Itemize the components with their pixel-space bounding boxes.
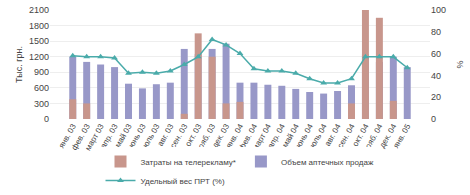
svg-text:апр. 04: апр. 04	[266, 122, 287, 150]
svg-text:май 04: май 04	[280, 122, 301, 149]
svg-text:80: 80	[431, 27, 441, 37]
svg-text:нояб. 03: нояб. 03	[194, 122, 218, 154]
svg-text:март 03: март 03	[83, 122, 106, 153]
svg-text:1500: 1500	[29, 36, 49, 46]
svg-text:авг. 03: авг. 03	[156, 122, 176, 148]
svg-text:40: 40	[431, 71, 441, 81]
svg-text:фев. 03: фев. 03	[70, 122, 92, 152]
svg-text:дек. 03: дек. 03	[210, 122, 231, 149]
svg-text:100: 100	[431, 5, 446, 15]
svg-text:янв. 03: янв. 03	[57, 122, 78, 150]
svg-text:июль 04: июль 04	[305, 122, 329, 154]
svg-text:июнь 04: июнь 04	[292, 122, 315, 154]
svg-text:0: 0	[431, 114, 436, 124]
svg-text:20: 20	[431, 92, 441, 102]
svg-text:март 04: март 04	[250, 122, 274, 153]
svg-text:2100: 2100	[29, 5, 49, 15]
svg-text:авг. 04: авг. 04	[323, 122, 343, 148]
svg-text:300: 300	[34, 99, 49, 109]
svg-text:600: 600	[34, 83, 49, 93]
svg-text:янв. 05: янв. 05	[391, 122, 412, 150]
svg-text:июнь 03: июнь 03	[124, 122, 148, 154]
svg-text:Удельный вес ПРТ (%): Удельный вес ПРТ (%)	[141, 177, 225, 186]
svg-text:дек. 04: дек. 04	[378, 122, 399, 149]
svg-text:фев. 04: фев. 04	[237, 122, 260, 152]
svg-text:900: 900	[34, 67, 49, 77]
svg-text:окт. 04: окт. 04	[351, 122, 371, 148]
svg-text:апр. 03: апр. 03	[99, 122, 120, 150]
svg-text:сен. 04: сен. 04	[336, 122, 357, 150]
svg-text:Объем аптечных продаж: Объем аптечных продаж	[281, 158, 374, 167]
svg-text:окт. 03: окт. 03	[184, 122, 204, 148]
svg-text:нояб. 04: нояб. 04	[361, 122, 385, 154]
svg-text:янв. 04: янв. 04	[224, 122, 245, 150]
svg-text:сен. 03: сен. 03	[169, 122, 190, 150]
svg-text:%: %	[455, 60, 465, 68]
svg-text:Затраты на телерекламу*: Затраты на телерекламу*	[141, 158, 236, 167]
svg-text:1200: 1200	[29, 52, 49, 62]
svg-text:июль 03: июль 03	[138, 122, 162, 154]
svg-text:Тыс. грн.: Тыс. грн.	[14, 46, 24, 83]
svg-text:1800: 1800	[29, 21, 49, 31]
svg-text:60: 60	[431, 49, 441, 59]
svg-text:0: 0	[44, 114, 49, 124]
svg-text:май 03: май 03	[113, 122, 134, 149]
